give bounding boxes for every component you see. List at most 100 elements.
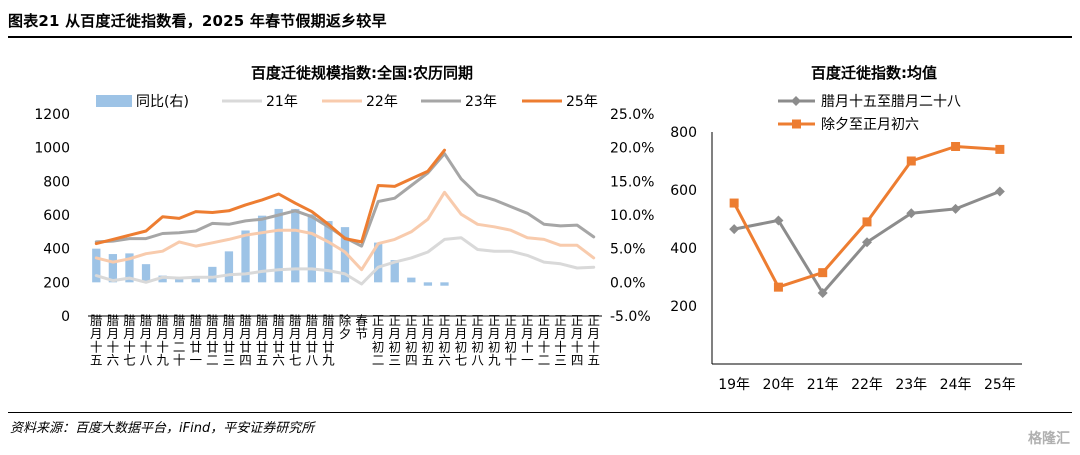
legend-label: 21年 [266,94,298,110]
right-y-tick-label: -5.0% [610,309,651,325]
right-y-tick-label: 800 [670,125,697,141]
right-y-tick-label: 25.0% [610,107,654,123]
yoy-bar [407,277,416,283]
right-y-tick-label: 200 [670,299,697,315]
right-y-tick-label: 600 [670,183,697,199]
x-tick-label: 腊月廿三 [223,313,236,368]
yoy-bar [390,260,399,283]
source-note: 资料来源：百度大数据平台，iFind，平安证券研究所 [10,421,315,436]
x-tick-label: 腊月十七 [123,313,136,368]
x-tick-label: 腊月廿一 [190,313,203,368]
yoy-bar [241,230,250,283]
point-marker [773,215,784,226]
yoy-bar [175,278,184,283]
x-tick-label: 21年 [807,377,839,393]
yoy-bar [92,248,101,283]
point-marker [995,144,1005,154]
legend-swatch-bar [96,95,132,107]
left-chart-legend: 同比(右) 21年 22年 23年 25年 [96,94,598,110]
legend-label: 23年 [465,94,497,110]
x-tick-label: 19年 [718,377,750,393]
x-tick-label: 腊月十八 [140,313,153,368]
x-tick-label: 腊月廿九 [322,313,335,368]
legend-label: 同比(右) [136,94,189,110]
mean-lines [729,142,1005,298]
x-tick-label: 正月初四 [405,313,418,368]
left-y-tick-label: 1000 [34,141,70,157]
x-tick-label: 除夕 [339,313,352,341]
legend-marker [791,96,801,106]
yoy-bar [158,275,167,283]
right-chart-y-axis: 200 400 600 800 [670,125,713,364]
point-marker [817,287,828,298]
right-chart-title: 百度迁徙指数:均值 [811,64,937,82]
line-25年 [94,148,446,246]
legend-label: 腊月十五至腊月二十八 [821,94,961,110]
yoy-bar [324,221,333,283]
x-tick-label: 腊月廿二 [206,313,219,368]
x-tick-label: 腊月廿八 [306,313,319,368]
yoy-bar [108,254,118,283]
yoy-bar [224,251,234,283]
x-tick-label: 腊月廿四 [239,313,252,368]
x-tick-label: 腊月十九 [156,313,169,368]
x-tick-label: 腊月廿五 [256,313,269,368]
x-tick-label: 正月十五 [587,313,600,368]
x-tick-label: 腊月二十 [173,313,186,368]
x-tick-label: 23年 [895,377,927,393]
point-marker [994,186,1005,197]
top-rule [8,36,1072,38]
left-y-tick-label: 1200 [34,107,70,123]
year-lines [94,148,596,286]
x-tick-label: 春节 [355,313,368,341]
point-marker [729,198,739,208]
point-marker [951,142,961,151]
point-marker [906,156,916,166]
x-tick-label: 24年 [940,377,972,393]
right-y-tick-label: 10.0% [610,208,654,224]
right-y-axis: -5.0% 0.0% 5.0% 10.0% 15.0% 20.0% 25.0% [610,107,654,325]
point-marker [862,217,872,227]
x-tick-label: 正月初五 [422,313,435,368]
yoy-bar [191,278,200,283]
line-22年 [94,190,596,272]
x-tick-label: 腊月十五 [90,313,103,368]
point-marker [773,282,783,292]
point-marker [818,268,828,278]
right-y-tick-label: 15.0% [610,174,654,190]
right-y-tick-label: 0.0% [610,275,646,291]
x-tick-label: 正月十二 [538,313,551,368]
x-tick-label: 腊月十六 [107,313,120,368]
x-tick-label: 正月初七 [455,313,468,368]
x-tick-label: 正月初十 [505,313,518,368]
legend-label: 25年 [566,94,598,110]
yoy-bar [440,282,449,286]
yoy-bar [125,253,134,283]
x-tick-label: 腊月廿六 [272,313,285,368]
point-marker [950,203,961,214]
right-y-tick-label: 400 [670,241,697,257]
yoy-bar [307,214,316,283]
left-chart-title: 百度迁徙规模指数:全国:农历同期 [251,64,473,82]
x-tick-label: 正月十一 [521,313,534,368]
yoy-bar [208,266,217,283]
yoy-bar [374,242,383,283]
yoy-bar [340,227,350,283]
left-y-tick-label: 200 [43,275,70,291]
line-除夕至正月初六 [732,145,1000,289]
legend-marker [792,119,801,129]
yoy-bars [92,208,449,286]
x-tick-label: 正月十四 [571,313,584,368]
yoy-bar [274,208,283,283]
x-tick-label: 腊月廿七 [289,313,302,368]
left-y-axis: 0 200 400 600 800 1000 1200 [34,107,70,325]
left-y-tick-label: 400 [43,242,70,258]
right-y-tick-label: 20.0% [610,141,654,157]
right-y-tick-label: 5.0% [610,242,646,258]
right-chart-x-axis: 19年 20年 21年 22年 23年 24年 25年 [712,363,1022,393]
legend-label: 除夕至正月初六 [821,116,919,133]
point-marker [729,224,740,235]
